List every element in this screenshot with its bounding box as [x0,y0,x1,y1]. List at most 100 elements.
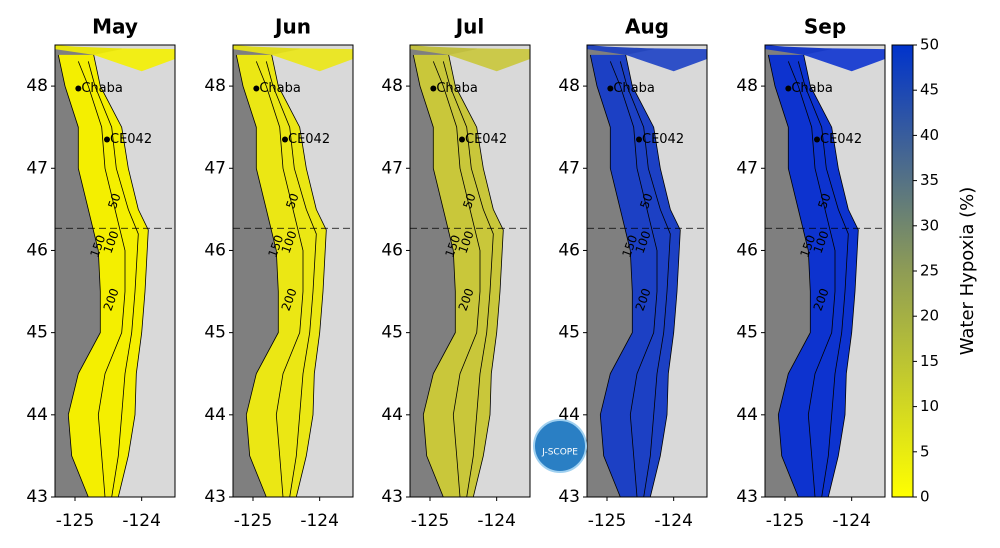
y-tick-label: 44 [204,405,226,425]
x-tick-label: -124 [654,511,693,531]
isobath [609,61,658,497]
x-tick-label: -124 [300,511,339,531]
colorbar-tick-label: 10 [920,397,939,415]
station-label: Chaba [81,81,123,96]
map-layers [410,45,530,497]
colorbar-tick-label: 40 [920,126,939,144]
station [785,85,792,92]
isobath [265,61,317,497]
shelf-hypoxia [413,54,504,497]
y-tick-label: 46 [736,240,758,260]
shelf-hypoxia [768,54,859,497]
isobath [432,61,481,497]
coastline [93,54,149,497]
y-tick-label: 44 [26,405,48,425]
station [814,136,820,143]
strait [587,45,707,72]
coastline [271,54,327,497]
station-label: Chaba [436,81,478,96]
frame [54,44,176,498]
isobath [77,61,126,497]
x-tick-label: -124 [832,511,871,531]
vancouver-island [55,45,175,50]
isobath [235,54,279,497]
isobath [619,61,671,497]
y-tick-label: 45 [381,323,403,343]
vancouver-island [233,45,353,50]
colorbar [891,44,914,498]
vancouver-island [410,45,530,50]
colorbar-tick-label: 25 [920,262,939,280]
station-label: CE042 [642,132,684,147]
station-label: Chaba [613,81,655,96]
station-label: CE042 [288,132,330,147]
y-tick-label: 47 [26,158,48,178]
land [625,45,707,497]
y-tick-label: 48 [204,76,226,96]
isobath [797,61,849,497]
strait [55,45,175,72]
map-layers [55,45,175,497]
y-tick-label: 45 [26,323,48,343]
y-tick-label: 46 [26,240,48,260]
y-tick-label: 46 [204,240,226,260]
frame [232,44,354,498]
panel-title: Aug [625,15,669,39]
shelf-hypoxia [236,54,327,497]
land [271,45,353,497]
strait [233,45,353,72]
colorbar-label: Water Hypoxia (%) [957,187,978,356]
station [75,85,82,92]
y-tick-label: 46 [558,240,580,260]
colorbar-tick-label: 35 [920,171,939,189]
y-tick-label: 48 [381,76,403,96]
station-label: CE042 [110,132,152,147]
y-tick-label: 43 [558,487,580,507]
y-tick-label: 43 [204,487,226,507]
colorbar-tick-label: 0 [920,488,930,506]
isobath [57,54,101,497]
colorbar-tick-label: 30 [920,216,939,234]
station [282,136,288,143]
land [93,45,175,497]
contour-label: 50 [105,191,123,210]
station-label: Chaba [791,81,833,96]
y-tick-label: 45 [558,323,580,343]
frame [764,44,886,498]
land [803,45,885,497]
logo-badge [533,419,587,473]
map-layers [765,45,885,497]
x-tick-label: -124 [477,511,516,531]
panel-title: May [92,15,138,39]
frame [586,44,708,498]
contour-label: 50 [283,191,301,210]
isobath [87,61,139,497]
y-tick-label: 47 [736,158,758,178]
frame [409,44,531,498]
map-layers [233,45,353,497]
coastline [625,54,681,497]
land [448,45,530,497]
station [253,85,260,92]
contour-label: 50 [460,191,478,210]
y-tick-label: 43 [26,487,48,507]
colorbar-tick-label: 50 [920,36,939,54]
station [430,85,437,92]
coastline [803,54,859,497]
station [104,136,110,143]
panel-title: Jun [273,15,311,39]
colorbar-tick-label: 15 [920,352,939,370]
isobath [255,61,304,497]
panel-title: Jul [454,15,485,39]
colorbar-tick-label: 5 [920,442,930,460]
map-layers [587,45,707,497]
shelf-hypoxia [58,54,149,497]
y-tick-label: 45 [204,323,226,343]
y-tick-label: 45 [736,323,758,343]
station-label: CE042 [820,132,862,147]
